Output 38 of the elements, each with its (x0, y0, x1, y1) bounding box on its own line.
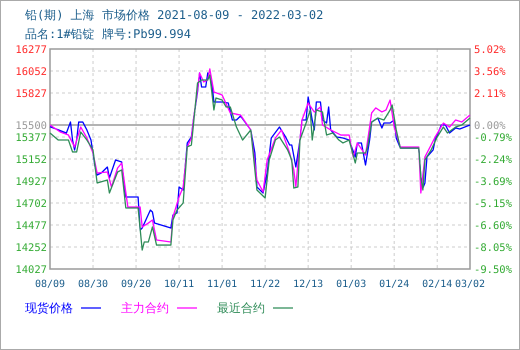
y-tick-label: 14702 (15, 198, 47, 210)
y-tick-label: 15152 (15, 154, 47, 166)
y-tick-label: 16052 (15, 66, 47, 78)
y2-tick-label: -2.24% (474, 154, 513, 166)
chart-title: 铅(期) 上海 市场价格 2021-08-09 - 2022-03-02 (24, 8, 324, 22)
x-tick-label: 01/24 (379, 279, 410, 290)
y2-tick-label: 2.11% (474, 88, 506, 100)
y2-tick-label: -0.79% (474, 132, 513, 144)
y-tick-label: 14027 (15, 264, 47, 276)
y-tick-label: 14927 (15, 176, 47, 188)
x-tick-label: 01/03 (336, 279, 366, 290)
y-tick-label: 14477 (15, 220, 47, 232)
y-tick-label: 14252 (15, 242, 47, 254)
y2-tick-label: 5.02% (474, 44, 506, 56)
legend-label: 最近合约 (217, 301, 265, 315)
x-tick-label: 08/09 (34, 279, 66, 290)
y-tick-label: 16277 (15, 44, 47, 56)
x-tick-label: 11/01 (207, 279, 238, 290)
y-tick-label: 15500 (15, 120, 47, 132)
legend-label: 主力合约 (121, 301, 169, 315)
chart-subtitle: 品名:1#铅锭 牌号:Pb99.994 (25, 27, 191, 41)
x-tick-label: 12/13 (293, 279, 324, 290)
y2-tick-label: -8.05% (474, 242, 513, 254)
y2-tick-label: -6.60% (474, 220, 513, 232)
legend-label: 现货价格 (25, 301, 73, 315)
x-tick-label: 03/02 (454, 279, 486, 290)
x-tick-label: 02/14 (422, 279, 452, 290)
y2-tick-label: -5.15% (474, 198, 513, 210)
x-tick-label: 11/22 (250, 279, 280, 290)
y2-tick-label: 0.00% (474, 120, 506, 132)
y2-tick-label: -9.50% (474, 264, 513, 276)
x-tick-label: 08/30 (78, 279, 108, 290)
x-tick-label: 09/20 (120, 279, 152, 290)
y2-tick-label: -3.69% (474, 176, 513, 188)
y2-tick-label: 3.56% (474, 66, 506, 78)
x-tick-label: 10/11 (164, 279, 194, 290)
y-tick-label: 15377 (15, 132, 47, 144)
y-tick-label: 15827 (15, 88, 47, 100)
